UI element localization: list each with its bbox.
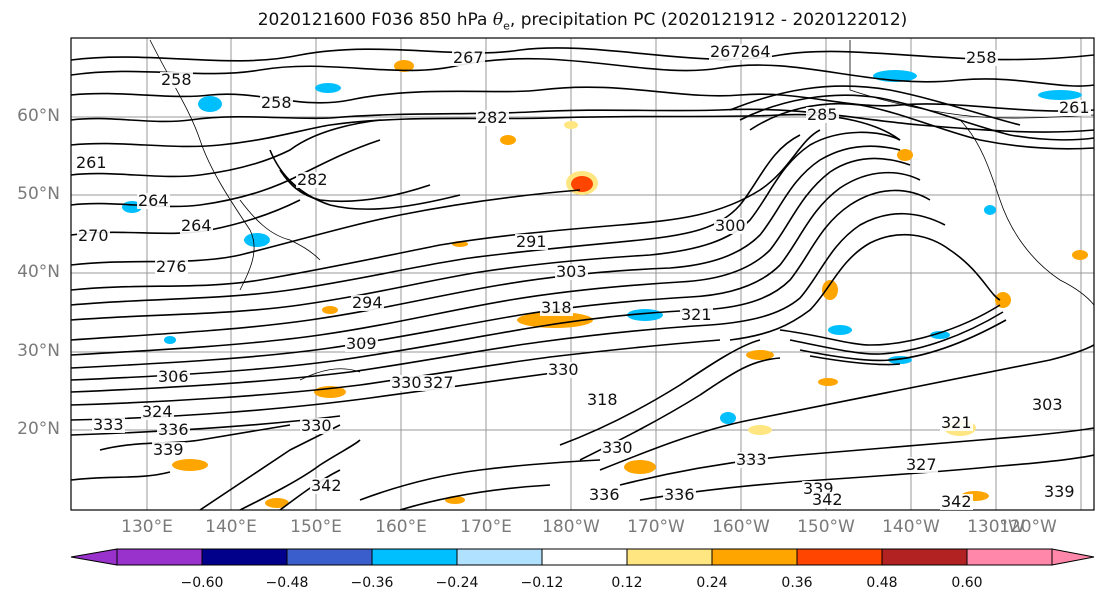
lon-label: 150°W (797, 517, 855, 537)
contour-label: 285 (806, 105, 839, 124)
colorbar-extend-max (1051, 548, 1095, 566)
contour-label: 294 (351, 293, 384, 312)
lon-label: 170°E (460, 517, 512, 537)
lat-label: 40°N (17, 262, 60, 282)
contour-label: 261 (1058, 98, 1091, 117)
colorbar-segment (541, 548, 628, 566)
lat-label: 50°N (17, 184, 60, 204)
lon-label: 120°W (999, 517, 1057, 537)
colorbar-segment (711, 548, 798, 566)
colorbar-tick-label: −0.12 (520, 575, 564, 591)
contour-label: 264 (739, 42, 772, 61)
colorbar-segment (966, 548, 1053, 566)
contour-label: 336 (157, 420, 190, 439)
contour-label: 321 (680, 305, 713, 324)
contour-label: 327 (905, 455, 938, 474)
contour-label: 318 (540, 298, 573, 317)
colorbar-segment (881, 548, 968, 566)
contour-label: 333 (92, 415, 125, 434)
contour-label: 318 (586, 390, 619, 409)
colorbar-segment (201, 548, 288, 566)
colorbar (70, 548, 1095, 566)
map-title: 2020121600 F036 850 hPa θe, precipitatio… (257, 10, 908, 33)
contour-label: 342 (310, 476, 343, 495)
lon-label: 140°W (882, 517, 940, 537)
colorbar-tick-label: 0.24 (696, 575, 728, 591)
theta-e-contours (71, 47, 1094, 510)
contour-label: 327 (422, 373, 455, 392)
colorbar-tick-label: 0.36 (781, 575, 813, 591)
lon-label: 150°E (290, 517, 342, 537)
colorbar-tick-label: 0.60 (951, 575, 983, 591)
colorbar-extend-min (70, 548, 118, 566)
contour-label: 306 (157, 367, 190, 386)
contour-label: 333 (735, 450, 768, 469)
contour-label: 330 (547, 360, 580, 379)
lat-label: 30°N (17, 341, 60, 361)
colorbar-segment (626, 548, 713, 566)
lat-label: 20°N (17, 419, 60, 439)
colorbar-tick-label: −0.36 (350, 575, 394, 591)
lon-label: 180°W (542, 517, 600, 537)
contour-label: 276 (155, 257, 188, 276)
coastlines (149, 39, 1094, 381)
contour-label: 264 (180, 216, 213, 235)
lon-label: 130°E (121, 517, 173, 537)
colorbar-segment (796, 548, 883, 566)
contour-label: 339 (1043, 482, 1076, 501)
colorbar-tick-label: 0.12 (611, 575, 643, 591)
contour-label: 303 (555, 262, 588, 281)
contour-label: 282 (296, 170, 329, 189)
lon-label: 140°E (205, 517, 257, 537)
contour-label: 339 (152, 440, 185, 459)
contour-label: 282 (476, 108, 509, 127)
colorbar-tick-label: −0.48 (265, 575, 309, 591)
contour-label: 258 (160, 70, 193, 89)
contour-label: 291 (515, 232, 548, 251)
colorbar-tick-label: −0.60 (180, 575, 224, 591)
contour-label: 261 (75, 153, 108, 172)
contour-label: 267 (709, 42, 742, 61)
contour-label: 258 (260, 93, 293, 112)
precip-patches (122, 60, 1088, 508)
contour-label: 264 (137, 191, 170, 210)
contour-label: 336 (588, 485, 621, 504)
contour-label: 324 (141, 402, 174, 421)
contour-label: 330 (601, 438, 634, 457)
contour-label: 342 (940, 492, 973, 511)
colorbar-tick-label: 0.48 (866, 575, 898, 591)
contour-label: 330 (300, 416, 333, 435)
contour-label: 267 (452, 48, 485, 67)
contour-label: 258 (965, 48, 998, 67)
map-frame (70, 37, 1095, 511)
lat-label: 60°N (17, 106, 60, 126)
lon-label: 170°W (627, 517, 685, 537)
contour-label: 321 (940, 413, 973, 432)
contour-label: 303 (1031, 395, 1064, 414)
colorbar-tick-label: −0.24 (435, 575, 479, 591)
contour-label: 342 (811, 490, 844, 509)
contour-label: 270 (77, 226, 110, 245)
lon-label: 160°E (375, 517, 427, 537)
colorbar-segment (371, 548, 458, 566)
contour-label: 336 (663, 485, 696, 504)
colorbar-segment (116, 548, 203, 566)
contour-label: 300 (714, 216, 747, 235)
contour-label: 309 (345, 334, 378, 353)
colorbar-segment (456, 548, 543, 566)
contour-label: 330 (390, 373, 423, 392)
lon-label: 130°W (967, 517, 1025, 537)
colorbar-segment (286, 548, 373, 566)
lon-label: 160°W (712, 517, 770, 537)
